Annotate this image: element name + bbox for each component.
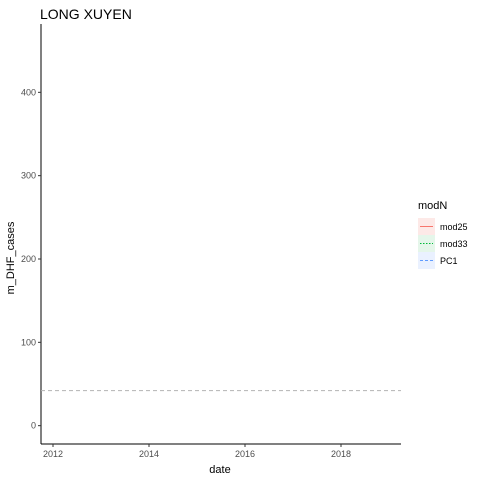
y-tick-label: 200	[21, 254, 36, 264]
legend: modN mod25 mod33 PC1	[418, 200, 468, 269]
x-tick-label: 2018	[331, 449, 351, 459]
legend-item: mod33	[418, 235, 468, 252]
y-tick-label: 300	[21, 171, 36, 181]
y-tick-label: 0	[31, 421, 36, 431]
legend-item: PC1	[418, 252, 468, 269]
legend-key	[418, 252, 435, 269]
legend-key	[418, 218, 435, 235]
legend-label: mod33	[440, 238, 468, 249]
legend-items: mod25 mod33 PC1	[418, 218, 468, 269]
chart-title: LONG XUYEN	[40, 6, 132, 22]
legend-label: PC1	[440, 255, 458, 266]
x-tick-label: 2014	[139, 449, 159, 459]
x-tick-label: 2016	[235, 449, 255, 459]
x-axis-title: date	[209, 464, 230, 476]
legend-title: modN	[418, 200, 448, 212]
legend-item: mod25	[418, 218, 468, 235]
axes: 0 100 200 300 400 2012 2014 2016 2018	[21, 24, 401, 459]
y-tick-label: 100	[21, 337, 36, 347]
y-tick-label: 400	[21, 87, 36, 97]
legend-key	[418, 235, 435, 252]
y-axis-title: m_DHF_cases	[5, 221, 17, 294]
legend-label: mod25	[440, 221, 468, 232]
x-tick-label: 2012	[43, 449, 63, 459]
